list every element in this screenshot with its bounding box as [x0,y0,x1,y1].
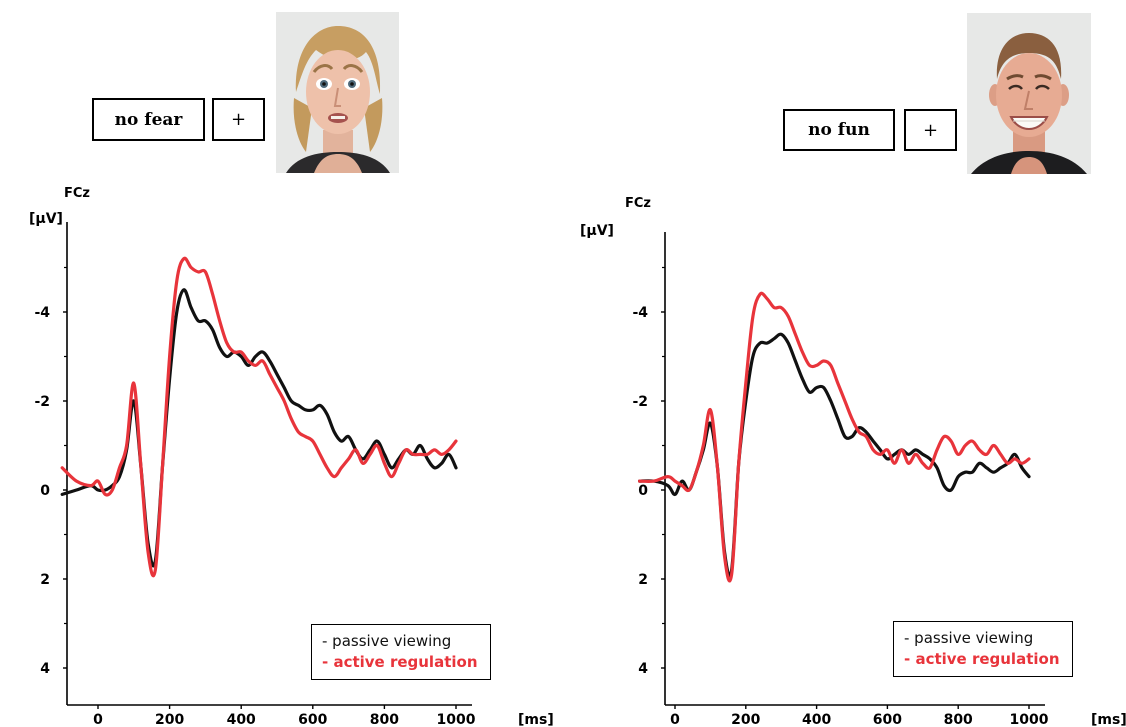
legend-item-active: - active regulation [904,650,1060,668]
y-tick-label: 0 [40,483,50,499]
fearful-face-photo [276,12,399,173]
y-tick-label: 0 [638,483,648,499]
x-tick-label: 800 [370,712,399,727]
chart-ticks: -4 -2 0 2 4 0 200 400 600 800 1000 [ms] [34,266,554,727]
chart-legend: - passive viewing - active regulation [311,624,491,680]
series-line-active-regulation [60,256,458,578]
cue-word-box: no fear [92,98,205,141]
x-unit-label: [ms] [1091,712,1126,727]
cue-word-box: no fun [783,109,895,151]
erp-chart: -4 -2 0 2 4 0 200 400 600 800 1000 [ms] [632,232,1126,727]
y-tick-label: -4 [34,305,50,321]
cue-word-label: no fear [114,109,183,130]
y-unit-label: [µV] [580,223,614,239]
y-tick-label: -4 [632,305,648,321]
x-tick-label: 1000 [437,712,476,727]
chart-ticks: -4 -2 0 2 4 0 200 400 600 800 1000 [ms] [632,266,1126,727]
y-tick-label: -2 [34,394,50,410]
legend-item-passive: - passive viewing [904,629,1034,647]
x-tick-label: 200 [731,712,760,727]
legend-item-passive: - passive viewing [322,632,452,650]
fixation-cross-label: + [922,119,939,141]
x-tick-label: 1000 [1010,712,1049,727]
chart-series [60,256,458,578]
x-tick-label: 600 [873,712,902,727]
y-tick-label: 2 [40,572,50,588]
erp-chart: -4 -2 0 2 4 0 200 400 600 800 1000 [ms] [34,222,554,727]
series-line-active-regulation [638,291,1031,583]
chart-axes [66,222,472,706]
electrode-label: FCz [64,186,90,201]
x-tick-label: 400 [227,712,256,727]
electrode-label: FCz [625,196,651,211]
x-unit-label: [ms] [518,712,554,727]
x-tick-label: 0 [93,712,103,727]
y-tick-label: 4 [638,661,648,677]
chart-series [638,291,1031,583]
y-unit-label: [µV] [29,211,63,227]
fixation-cross-box: + [904,109,957,151]
x-tick-label: 200 [155,712,184,727]
x-tick-label: 400 [802,712,831,727]
fixation-cross-label: + [230,109,247,130]
fixation-cross-box: + [212,98,265,141]
cue-word-label: no fun [808,120,870,140]
chart-axes [664,232,1045,706]
series-line-passive-viewing [60,288,458,568]
x-tick-label: 0 [670,712,680,727]
y-tick-label: 4 [40,661,50,677]
y-tick-label: 2 [638,572,648,588]
x-tick-label: 800 [944,712,973,727]
legend-item-active: - active regulation [322,653,478,671]
x-tick-label: 600 [298,712,327,727]
chart-legend: - passive viewing - active regulation [893,621,1073,677]
smiling-face-photo [967,13,1091,174]
y-tick-label: -2 [632,394,648,410]
